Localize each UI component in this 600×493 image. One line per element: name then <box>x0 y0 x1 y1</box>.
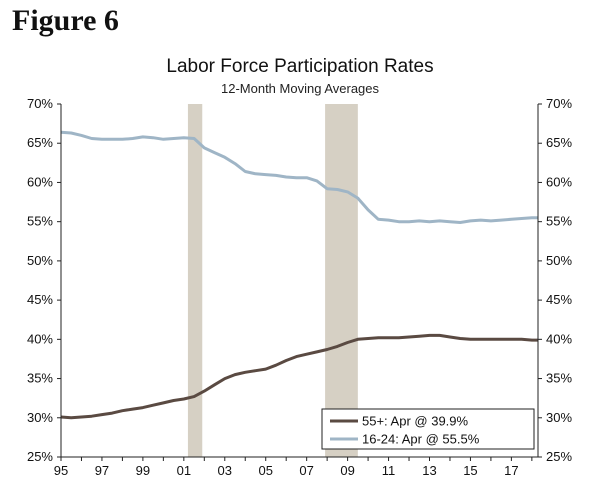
y-tick-label-left: 40% <box>27 331 53 346</box>
recession-bands <box>187 104 358 457</box>
x-tick-label: 05 <box>258 463 272 478</box>
x-tick-label: 95 <box>54 463 68 478</box>
legend-label: 16-24: Apr @ 55.5% <box>362 432 480 447</box>
series-line-16-24 <box>60 130 538 224</box>
y-tick-label-left: 35% <box>27 371 53 386</box>
x-tick-label: 15 <box>463 463 477 478</box>
y-tick-label-right: 40% <box>546 331 572 346</box>
chart-subtitle: 12-Month Moving Averages <box>220 81 380 96</box>
y-tick-label-right: 50% <box>546 253 572 268</box>
y-tick-label-left: 25% <box>27 449 53 464</box>
y-tick-label-left: 65% <box>27 135 53 150</box>
y-tick-label-right: 35% <box>546 371 572 386</box>
y-tick-label-left: 55% <box>27 214 53 229</box>
legend-box <box>321 408 535 450</box>
y-tick-label-left: 50% <box>27 253 53 268</box>
x-tick-label: 13 <box>422 463 436 478</box>
y-tick-label-left: 30% <box>27 410 53 425</box>
x-tick-label: 97 <box>95 463 109 478</box>
chart-title: Labor Force Participation Rates <box>166 56 434 77</box>
y-tick-label-left: 45% <box>27 292 53 307</box>
figure-label: Figure 6 <box>12 4 119 37</box>
y-tick-label-left: 70% <box>27 96 53 111</box>
y-tick-label-right: 60% <box>546 174 572 189</box>
x-tick-label: 17 <box>504 463 518 478</box>
axes: 25% 25% 30% 30% 35% 35% 40% 40% 45% 45% 50% 50% 55% 5… <box>27 96 572 478</box>
recession-band <box>325 104 358 457</box>
y-tick-label-right: 55% <box>546 214 572 229</box>
legend-label: 55+: Apr @ 39.9% <box>362 414 469 429</box>
y-tick-label-left: 60% <box>27 174 53 189</box>
x-tick-label: 07 <box>299 463 313 478</box>
y-tick-label-right: 70% <box>546 96 572 111</box>
series-line-55plus <box>60 333 538 420</box>
x-tick-label: 11 <box>382 463 396 478</box>
x-tick-label: 01 <box>177 463 191 478</box>
x-tick-label: 99 <box>136 463 150 478</box>
y-tick-label-right: 45% <box>546 292 572 307</box>
x-tick-label: 03 <box>218 463 232 478</box>
recession-band <box>187 104 203 457</box>
y-tick-label-right: 25% <box>546 449 572 464</box>
y-tick-label-right: 65% <box>546 135 572 150</box>
legend: 55+: Apr @ 39.9% 16-24: Apr @ 55.5% <box>321 408 535 450</box>
x-tick-label: 09 <box>340 463 354 478</box>
series-lines <box>60 130 538 420</box>
y-tick-label-right: 30% <box>546 410 572 425</box>
